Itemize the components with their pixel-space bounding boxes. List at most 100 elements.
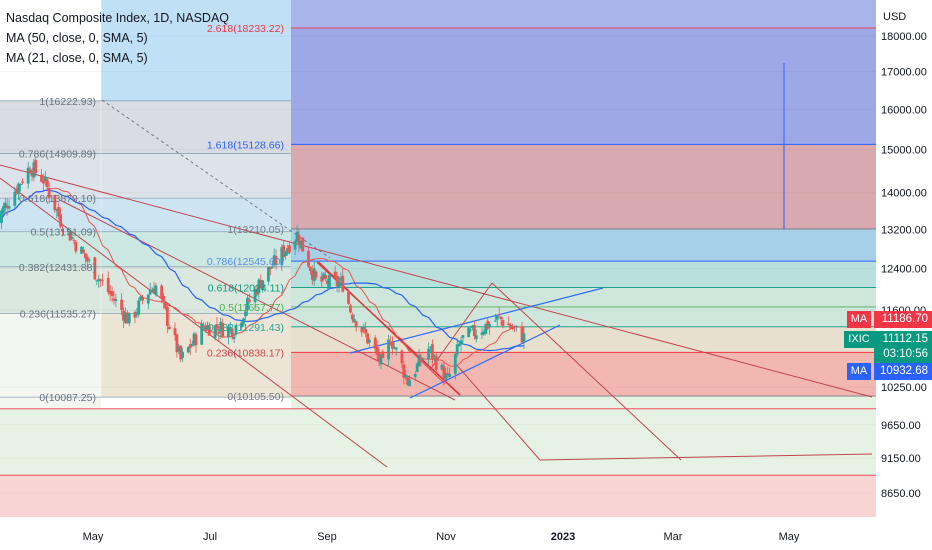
candle-body — [13, 191, 17, 206]
price-tick-label: 15000.00 — [881, 145, 927, 157]
candle-body — [362, 326, 366, 330]
candle-body — [247, 299, 251, 302]
candle-body — [55, 209, 59, 211]
candle-body — [432, 355, 436, 357]
candle-body — [457, 343, 461, 346]
candle-body — [221, 323, 225, 337]
candle-body — [42, 180, 45, 184]
candle-body — [514, 325, 518, 327]
grid-lines — [0, 35, 876, 494]
candle-body — [349, 305, 352, 313]
candle-body — [286, 248, 289, 254]
candle-body — [232, 336, 236, 340]
candle-body — [17, 183, 21, 195]
fib-right-label: 0.5(11657.77) — [219, 302, 284, 314]
legend-ma50: MA (50, close, 0, SMA, 5) — [6, 31, 148, 45]
candle-body — [186, 346, 190, 353]
candle-body — [133, 311, 137, 318]
fib-zones — [0, 0, 876, 517]
price-axis-bg — [876, 0, 932, 550]
candle-body — [366, 333, 369, 344]
candle-body — [339, 277, 343, 281]
candle-body — [21, 181, 24, 183]
candle-body — [261, 280, 265, 290]
time-tick-label: May — [779, 531, 800, 543]
candle-body — [85, 256, 89, 262]
candle-body — [299, 240, 303, 249]
candle-body — [30, 173, 34, 177]
fib-zone — [0, 313, 101, 409]
candle-body — [175, 334, 179, 353]
candle-body — [379, 354, 383, 365]
candle-body — [467, 327, 471, 338]
legend-ma21: MA (21, close, 0, SMA, 5) — [6, 51, 148, 65]
candle-body — [333, 271, 337, 278]
price-tick-label: 18000.00 — [881, 31, 927, 43]
fib-left-label: 0.5(13151.09) — [31, 227, 96, 239]
ma-upper-tag-value: 11186.70 — [874, 311, 932, 328]
fib-zone — [101, 0, 291, 101]
candle-body — [322, 273, 326, 280]
fib-zone — [0, 100, 291, 154]
candle-body — [352, 319, 356, 322]
candle-body — [179, 345, 183, 360]
fib-right-label: 0.618(12024.11) — [208, 283, 284, 295]
candle-body — [328, 274, 331, 288]
candle-body — [314, 271, 318, 278]
candle-body — [194, 334, 198, 346]
candle-body — [431, 344, 434, 360]
candle-body — [59, 214, 62, 227]
fib-right-label: 0(10105.50) — [227, 391, 284, 403]
candle-body — [15, 188, 19, 194]
candle-body — [93, 257, 97, 280]
trendline-mid — [59, 199, 456, 401]
fib-labels: 1(16222.93) 0.786(14909.89) 0.618(13879.10… — [19, 23, 284, 404]
candle-body — [444, 373, 448, 380]
candle-body — [68, 231, 72, 241]
pattern-line — [539, 453, 873, 461]
candle-body — [472, 325, 476, 337]
candle-body — [469, 329, 472, 331]
candle-body — [520, 327, 524, 343]
candle-body — [429, 346, 432, 348]
candle-body — [192, 333, 196, 345]
candle-body — [499, 316, 503, 320]
candle-body — [219, 321, 223, 332]
ma50-line — [0, 189, 524, 352]
candle-body — [230, 328, 234, 338]
candle-body — [61, 228, 64, 232]
pattern-line — [454, 362, 541, 461]
trendline-lower — [0, 177, 388, 468]
candle-body — [440, 364, 444, 370]
candle-body — [377, 352, 381, 362]
candle-body — [324, 274, 328, 279]
candle-body — [228, 327, 232, 329]
candle-body — [3, 202, 7, 209]
fib-zone-bottom — [0, 475, 876, 517]
candle-body — [66, 228, 70, 230]
candle-body — [488, 324, 492, 328]
ma-upper-tag-name: MA — [847, 311, 871, 328]
candle-body — [482, 331, 486, 335]
candle-body — [373, 337, 377, 349]
candle-body — [459, 340, 463, 345]
candle-body — [480, 332, 484, 335]
fib-zone — [0, 0, 101, 101]
candle-body — [164, 301, 167, 309]
candle-body — [350, 314, 354, 320]
candle-body — [173, 328, 177, 336]
candle-body — [293, 241, 297, 250]
candle-body — [389, 341, 392, 345]
candle-body — [259, 279, 263, 289]
candle-body — [202, 325, 205, 327]
candle-body — [5, 205, 9, 209]
candle-body — [288, 245, 291, 253]
candle-body — [400, 350, 404, 364]
trendline-upper — [0, 164, 873, 398]
candle-body — [139, 296, 143, 300]
candle-body — [419, 357, 423, 362]
candle-body — [246, 297, 249, 311]
candle-body — [341, 275, 345, 292]
pattern-line — [491, 282, 682, 461]
